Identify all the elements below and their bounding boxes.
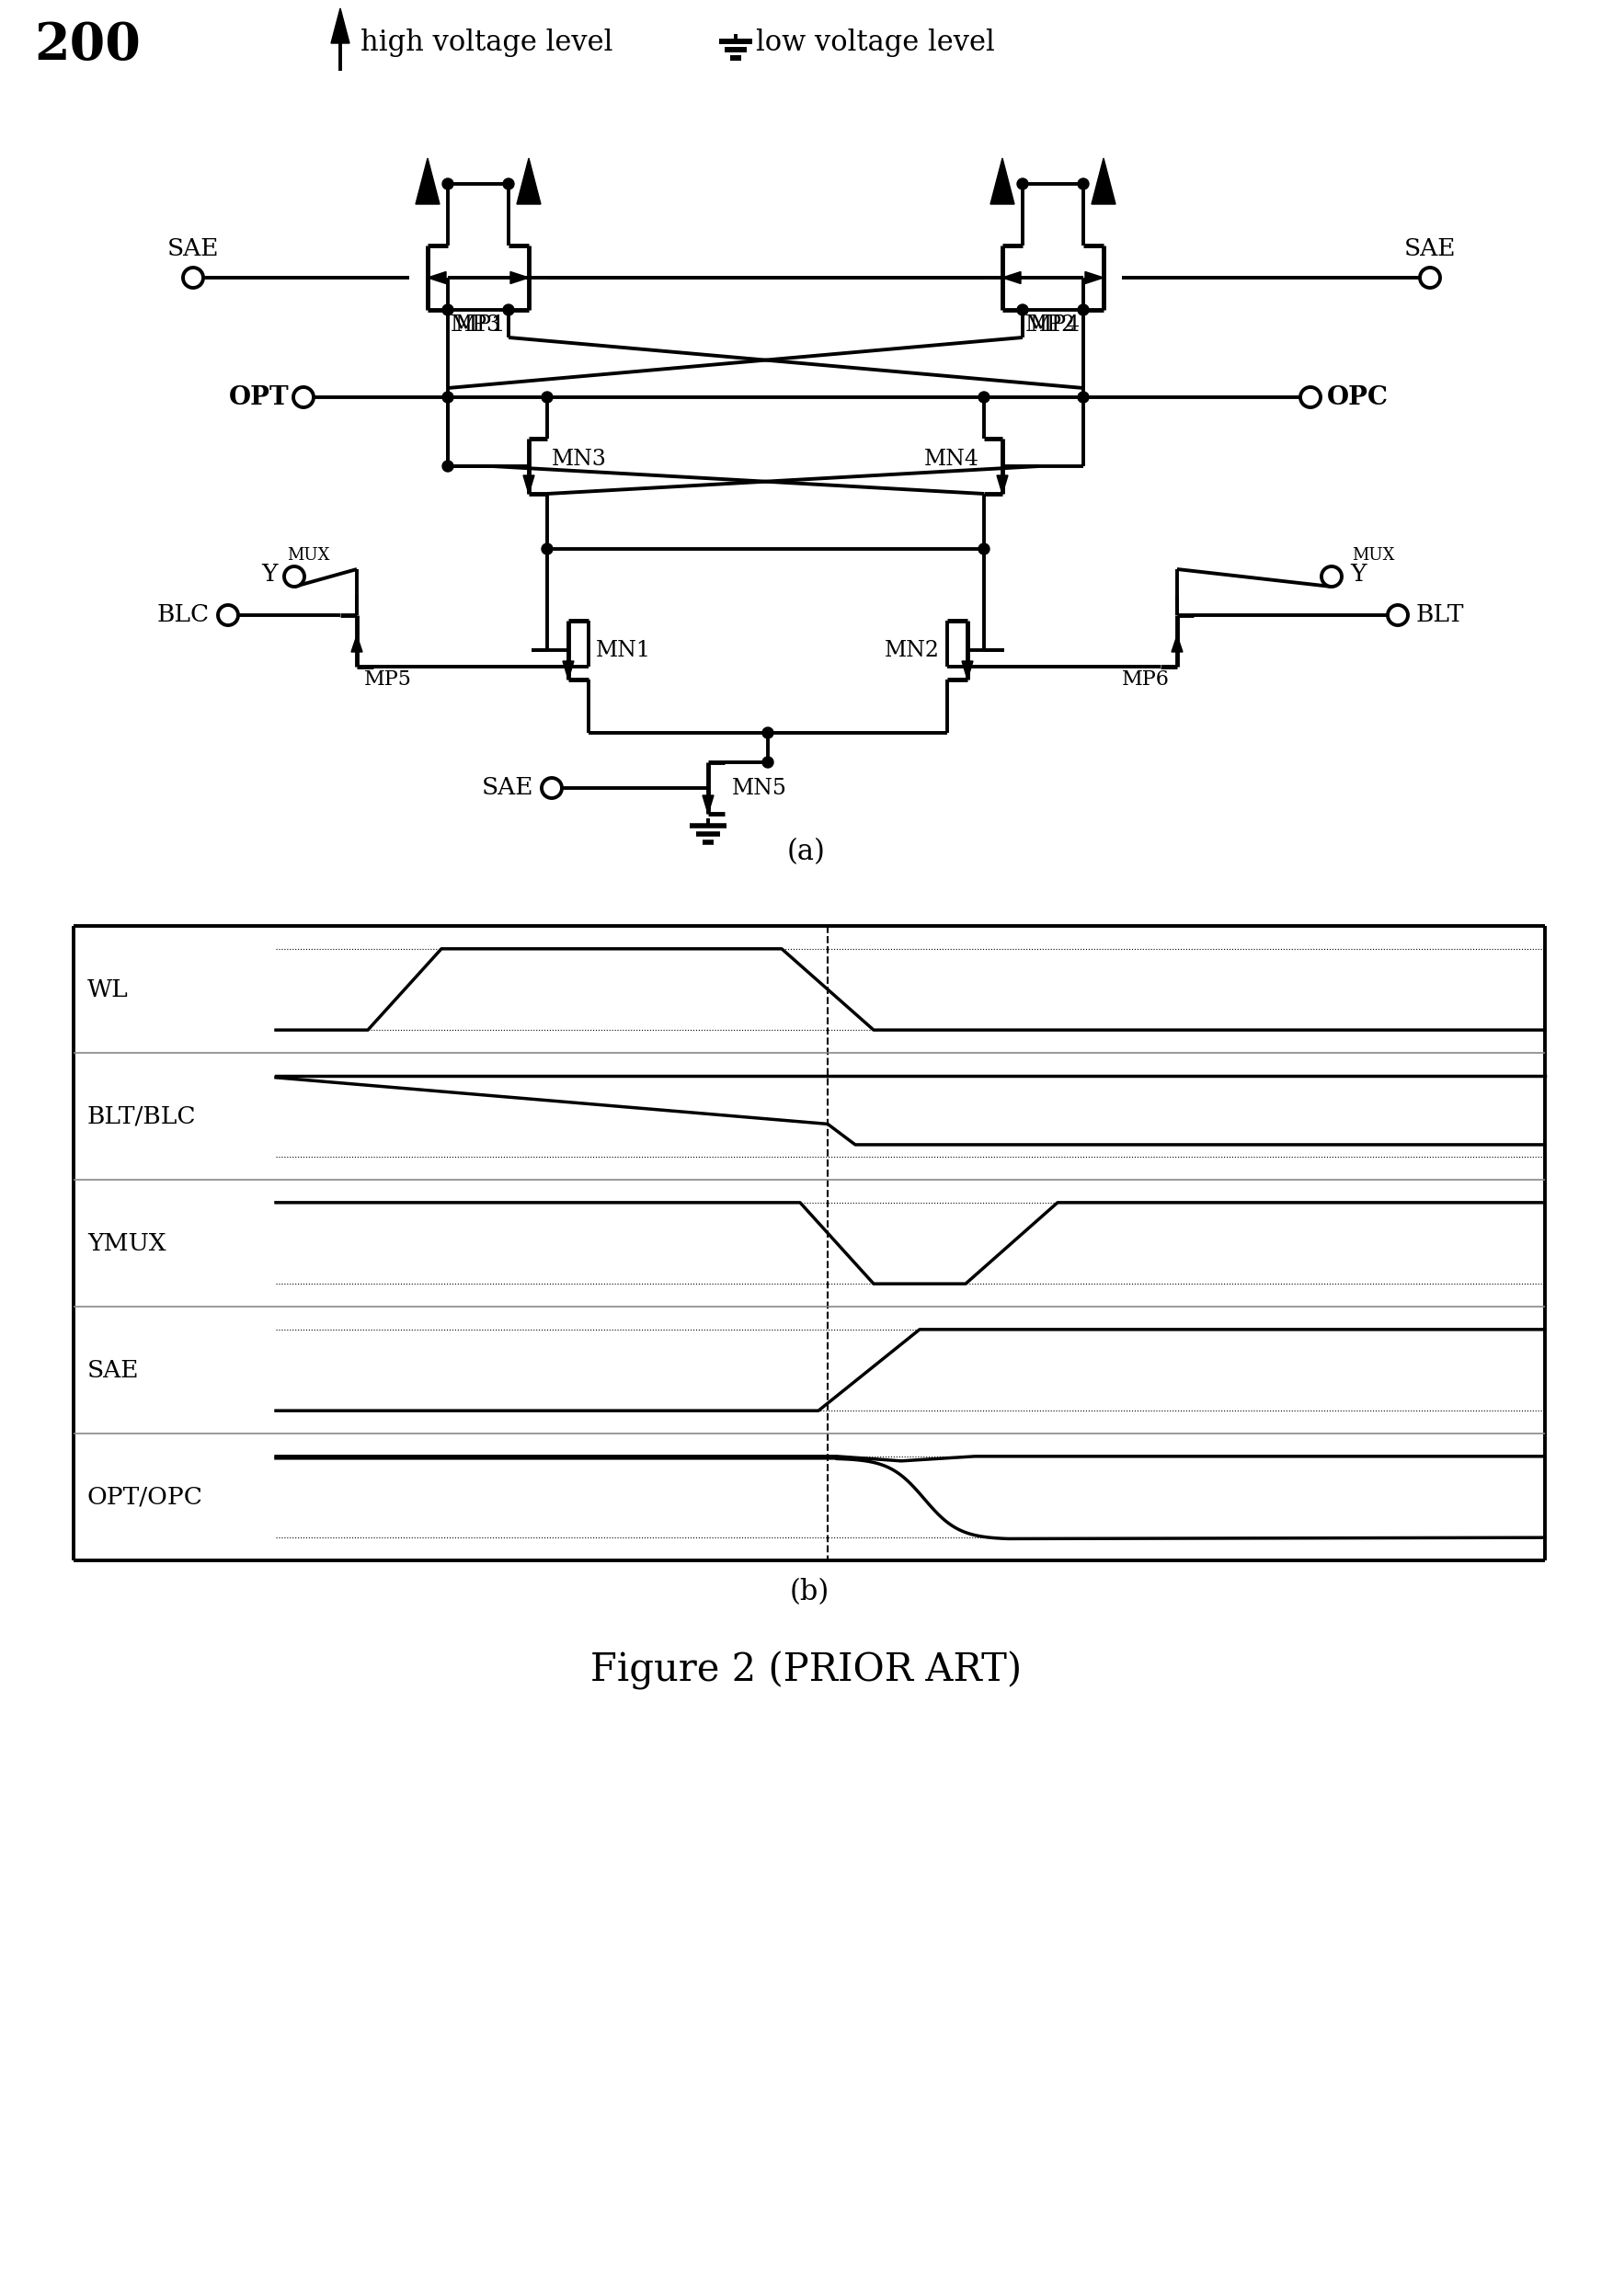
Text: OPT/OPC: OPT/OPC <box>87 1486 203 1508</box>
Text: BLT/BLC: BLT/BLC <box>87 1104 197 1127</box>
Text: YMUX: YMUX <box>87 1231 166 1254</box>
Polygon shape <box>427 271 447 285</box>
Text: SAE: SAE <box>87 1359 139 1382</box>
Polygon shape <box>1092 158 1116 204</box>
Circle shape <box>442 393 453 402</box>
Text: high voltage level: high voltage level <box>360 30 613 57</box>
Text: SAE: SAE <box>168 236 219 259</box>
Circle shape <box>1018 305 1027 315</box>
Text: OPC: OPC <box>1327 386 1389 409</box>
Circle shape <box>1018 179 1027 188</box>
Polygon shape <box>961 661 973 680</box>
Polygon shape <box>1002 271 1021 285</box>
Text: SAE: SAE <box>481 776 534 799</box>
Text: MN5: MN5 <box>732 778 787 799</box>
Text: MUX: MUX <box>1352 546 1395 563</box>
Polygon shape <box>563 661 574 680</box>
Circle shape <box>1387 606 1408 625</box>
Polygon shape <box>703 794 713 813</box>
Polygon shape <box>997 475 1008 494</box>
Text: (a): (a) <box>787 838 826 866</box>
Text: Y: Y <box>261 563 277 585</box>
Text: SAE: SAE <box>1403 236 1457 259</box>
Polygon shape <box>416 158 440 204</box>
Circle shape <box>1419 269 1440 287</box>
Text: OPT: OPT <box>229 386 290 409</box>
Circle shape <box>979 393 989 402</box>
Text: (b): (b) <box>789 1577 829 1607</box>
Text: WL: WL <box>87 978 129 1001</box>
Text: MP4: MP4 <box>1031 315 1081 335</box>
Polygon shape <box>516 158 540 204</box>
Circle shape <box>1300 388 1321 406</box>
Text: MN4: MN4 <box>924 448 979 468</box>
Polygon shape <box>510 271 529 285</box>
Text: Y: Y <box>1350 563 1366 585</box>
Circle shape <box>442 461 453 471</box>
Text: MP3: MP3 <box>450 315 502 335</box>
Circle shape <box>182 269 203 287</box>
Circle shape <box>442 305 453 315</box>
Circle shape <box>1321 567 1342 588</box>
Text: MUX: MUX <box>287 546 329 563</box>
Text: 200: 200 <box>34 21 140 71</box>
Circle shape <box>503 305 515 315</box>
Text: MP2: MP2 <box>1026 315 1076 335</box>
Text: MP1: MP1 <box>455 315 506 335</box>
Circle shape <box>218 606 239 625</box>
Polygon shape <box>523 475 534 494</box>
Text: MP6: MP6 <box>1123 670 1169 689</box>
Circle shape <box>294 388 313 406</box>
Polygon shape <box>1171 636 1182 652</box>
Text: Figure 2 (PRIOR ART): Figure 2 (PRIOR ART) <box>590 1651 1023 1690</box>
Circle shape <box>763 758 773 767</box>
Text: low voltage level: low voltage level <box>756 30 995 57</box>
Circle shape <box>1077 179 1089 188</box>
Polygon shape <box>352 636 363 652</box>
Polygon shape <box>990 158 1015 204</box>
Circle shape <box>542 544 553 553</box>
Circle shape <box>763 728 773 739</box>
Circle shape <box>442 179 453 188</box>
Text: MN1: MN1 <box>595 641 652 661</box>
Polygon shape <box>1086 271 1103 285</box>
Text: MP5: MP5 <box>365 670 411 689</box>
Text: MN3: MN3 <box>552 448 606 468</box>
Circle shape <box>542 778 561 799</box>
Circle shape <box>503 179 515 188</box>
Text: BLT: BLT <box>1416 604 1465 627</box>
Circle shape <box>979 544 989 553</box>
Polygon shape <box>331 9 350 44</box>
Text: BLC: BLC <box>156 604 210 627</box>
Circle shape <box>284 567 305 588</box>
Circle shape <box>542 393 553 402</box>
Circle shape <box>1077 305 1089 315</box>
Circle shape <box>1077 393 1089 402</box>
Text: MN2: MN2 <box>884 641 940 661</box>
